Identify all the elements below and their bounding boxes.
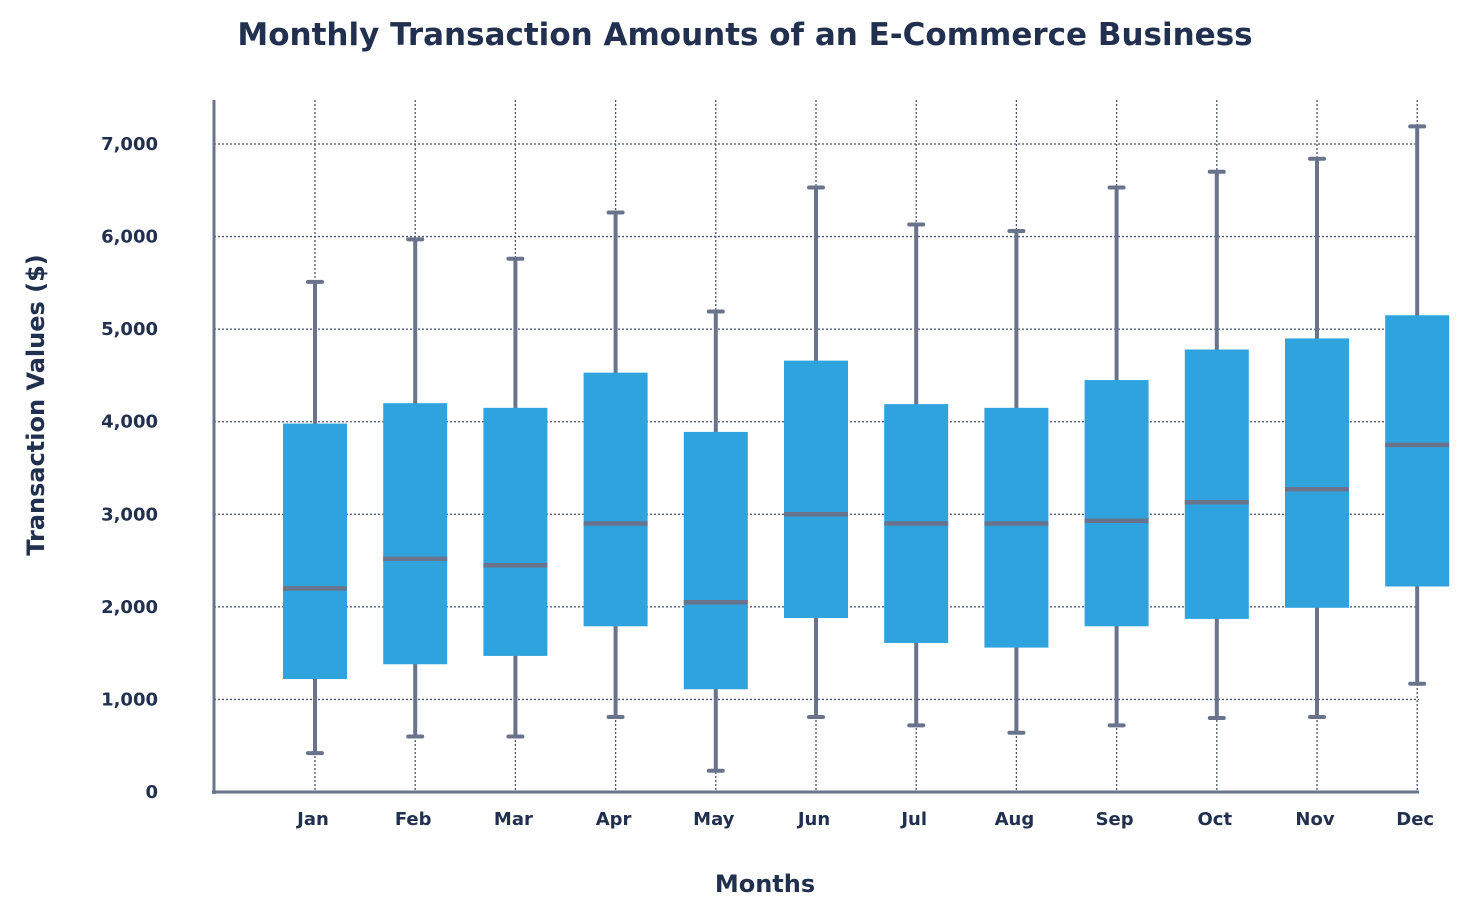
x-tick-label: Aug [995,809,1035,830]
box-aug [984,229,1049,735]
box-jan [283,279,347,756]
x-axis-tick-labels: Jan Feb Mar Apr May Jun Jul Aug Sep Oct Nov Dec [295,809,1434,830]
box-mar [483,256,548,739]
x-tick-label: Jan [295,809,329,830]
chart-title: Monthly Transaction Amounts of an E-Comm… [237,17,1252,53]
box-may [683,309,748,773]
box-nov [1285,156,1349,720]
y-tick-label: 0 [145,782,158,803]
iqr-box [1285,338,1349,608]
box-jul [884,222,949,728]
iqr-box [383,403,448,665]
y-tick-label: 7,000 [101,134,158,155]
x-axis-title: Months [715,870,815,898]
x-tick-label: Jul [899,809,927,830]
iqr-box [1084,380,1149,627]
y-axis-tick-labels: 0 1,000 2,000 3,000 4,000 5,000 6,000 7,000 [101,134,158,803]
x-tick-label: May [693,809,735,830]
y-tick-label: 2,000 [101,597,158,618]
x-tick-label: Apr [596,809,632,830]
iqr-box [784,360,848,618]
y-tick-label: 4,000 [101,412,158,433]
box-sep [1084,185,1149,728]
y-tick-label: 5,000 [101,319,158,340]
x-tick-label: Dec [1396,809,1434,830]
y-axis-title: Transaction Values ($) [22,254,50,556]
box-oct [1184,169,1249,720]
x-tick-label: Nov [1295,809,1334,830]
iqr-box [483,407,548,656]
box-feb [383,237,448,739]
iqr-box [283,423,347,680]
x-tick-label: Jun [796,809,830,830]
x-tick-label: Mar [494,809,533,830]
y-tick-label: 6,000 [101,227,158,248]
iqr-box [1385,315,1450,587]
x-tick-label: Sep [1096,809,1134,830]
box-apr [583,210,648,720]
iqr-box [583,372,648,627]
x-tick-label: Oct [1198,809,1233,830]
iqr-box [984,407,1049,648]
y-tick-label: 1,000 [101,689,158,710]
iqr-box [683,431,748,690]
iqr-box [1184,349,1249,619]
box-jun [784,185,848,720]
x-tick-label: Feb [395,809,432,830]
box-dec [1385,124,1450,686]
box-series [283,124,1450,773]
y-tick-label: 3,000 [101,504,158,525]
